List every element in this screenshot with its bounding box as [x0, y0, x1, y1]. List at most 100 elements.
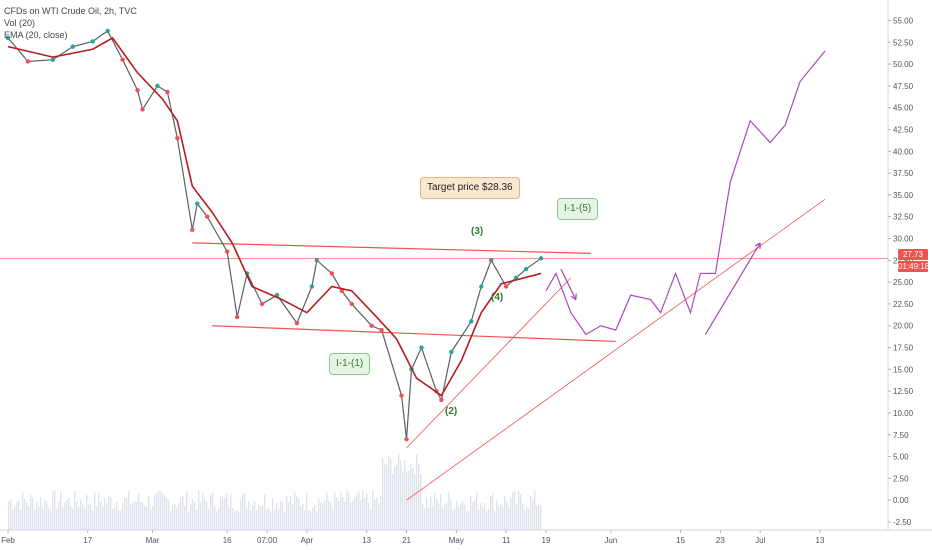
volume-bar	[244, 493, 246, 530]
y-tick-label: 22.50	[893, 300, 914, 309]
price-point	[419, 345, 424, 350]
volume-bar	[344, 501, 346, 530]
volume-bar	[360, 500, 362, 530]
y-tick-label: -2.50	[893, 518, 912, 527]
volume-bar	[184, 506, 186, 530]
volume-bar	[280, 501, 282, 530]
volume-bar	[340, 492, 342, 530]
price-point	[25, 59, 31, 64]
volume-bar	[402, 471, 404, 530]
volume-bar	[88, 504, 90, 530]
volume-bar	[464, 504, 466, 530]
y-tick-label: 15.00	[893, 365, 914, 374]
volume-bar	[156, 493, 158, 530]
volume-bar	[384, 463, 386, 530]
volume-bar	[522, 502, 524, 530]
price-point	[349, 301, 354, 307]
volume-bar	[476, 492, 478, 530]
volume-bar	[128, 490, 130, 530]
volume-bar	[320, 502, 322, 530]
price-point	[120, 57, 125, 62]
volume-bar	[214, 506, 216, 530]
x-tick-label: 11	[502, 536, 511, 545]
price-point	[140, 107, 145, 112]
volume-bar	[278, 509, 280, 530]
volume-bar	[74, 490, 76, 530]
volume-bar	[24, 499, 26, 530]
x-tick-label: 15	[676, 536, 685, 545]
volume-bar	[318, 498, 320, 530]
volume-bar	[354, 496, 356, 530]
volume-bar	[270, 511, 272, 530]
y-tick-label: 40.00	[893, 147, 914, 156]
volume-bar	[376, 497, 378, 530]
volume-bar	[484, 503, 486, 530]
volume-bar	[240, 500, 242, 530]
price-point	[314, 258, 320, 263]
x-tick-label: May	[449, 536, 464, 545]
price-point	[379, 327, 384, 333]
volume-bar	[450, 499, 452, 530]
volume-bar	[412, 468, 414, 530]
volume-bar	[294, 491, 296, 530]
price-point	[479, 284, 484, 289]
volume-bar	[478, 509, 480, 530]
volume-bar	[362, 490, 364, 530]
trendline-support1	[406, 277, 572, 449]
volume-bar	[322, 503, 324, 530]
y-tick-label: 37.50	[893, 169, 914, 178]
volume-bar	[292, 504, 294, 530]
volume-bar	[500, 504, 502, 530]
volume-bar	[312, 507, 314, 530]
chart-legend: CFDs on WTI Crude Oil, 2h, TVC Vol (20) …	[4, 5, 137, 41]
volume-bar	[274, 510, 276, 530]
volume-bar	[130, 504, 132, 530]
volume-bar	[46, 501, 48, 530]
volume-bar	[26, 502, 28, 530]
volume-bar	[286, 495, 288, 530]
volume-bar	[232, 508, 234, 530]
volume-bar	[110, 497, 112, 530]
volume-bar	[148, 495, 150, 530]
volume-bar	[386, 465, 388, 530]
price-point	[205, 214, 210, 219]
ema-layer	[7, 36, 542, 397]
y-tick-label: 30.00	[893, 235, 914, 244]
volume-bar	[524, 510, 526, 530]
x-tick-label: 23	[716, 536, 725, 545]
volume-bar	[288, 502, 290, 530]
volume-bar	[150, 509, 152, 530]
volume-bar	[482, 507, 484, 530]
volume-bar	[76, 502, 78, 530]
volume-bar	[102, 506, 104, 530]
x-tick-label: 21	[402, 536, 411, 545]
volume-bar	[332, 509, 334, 530]
volume-bar	[146, 506, 148, 530]
trendline-support2	[406, 198, 826, 501]
volume-bar	[396, 464, 398, 530]
x-tick-label: 17	[83, 536, 92, 545]
wave-3-label: (3)	[471, 226, 484, 237]
y-tick-label: 55.00	[893, 16, 914, 25]
volume-bar	[436, 498, 438, 530]
projection-layer	[545, 50, 826, 336]
x-tick-label: Jul	[755, 536, 765, 545]
volume-bar	[298, 497, 300, 530]
volume-bar	[180, 496, 182, 530]
volume-bar	[12, 509, 14, 530]
volume-bar	[470, 495, 472, 530]
volume-bar	[40, 497, 42, 530]
volume-bar	[284, 511, 286, 530]
volume-bar	[538, 504, 540, 530]
volume-bar	[8, 501, 10, 530]
volume-bar	[338, 501, 340, 530]
volume-bar	[454, 508, 456, 530]
volume-bar	[120, 510, 122, 530]
y-tick-label: 5.00	[893, 453, 909, 462]
volume-bar	[324, 500, 326, 530]
price-point	[294, 320, 300, 326]
volume-bar	[86, 494, 88, 530]
volume-bar	[248, 501, 250, 530]
y-tick-label: 45.00	[893, 104, 914, 113]
